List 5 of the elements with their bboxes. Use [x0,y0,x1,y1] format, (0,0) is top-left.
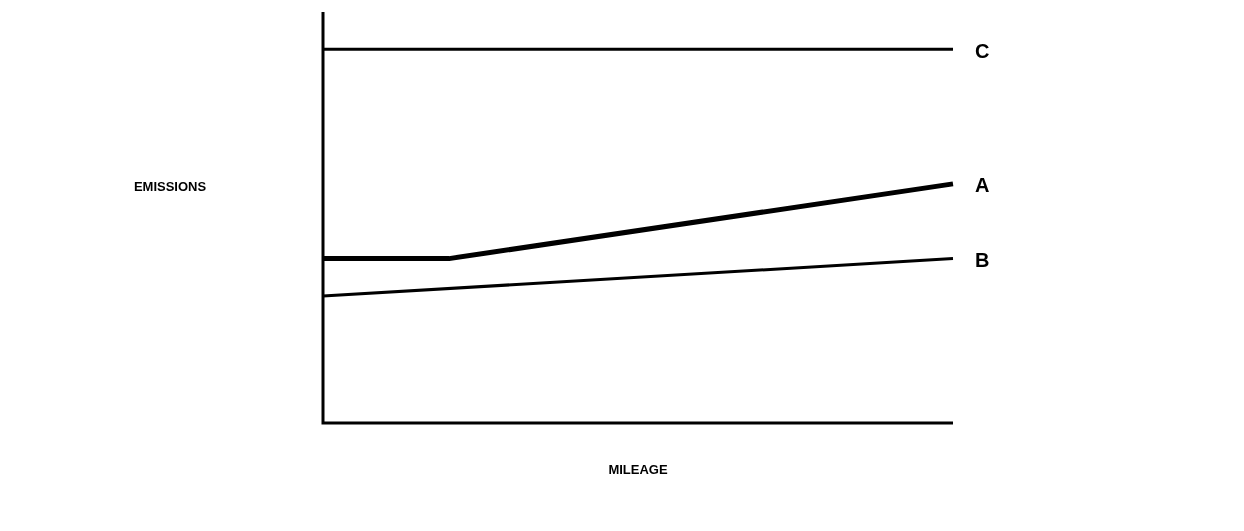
text: EMISSIONS [133,179,207,195]
series-label: C [975,39,990,62]
series-label: A [975,174,990,197]
x-axis-title: MILEAGE [608,461,668,477]
series-label: B [975,249,990,272]
